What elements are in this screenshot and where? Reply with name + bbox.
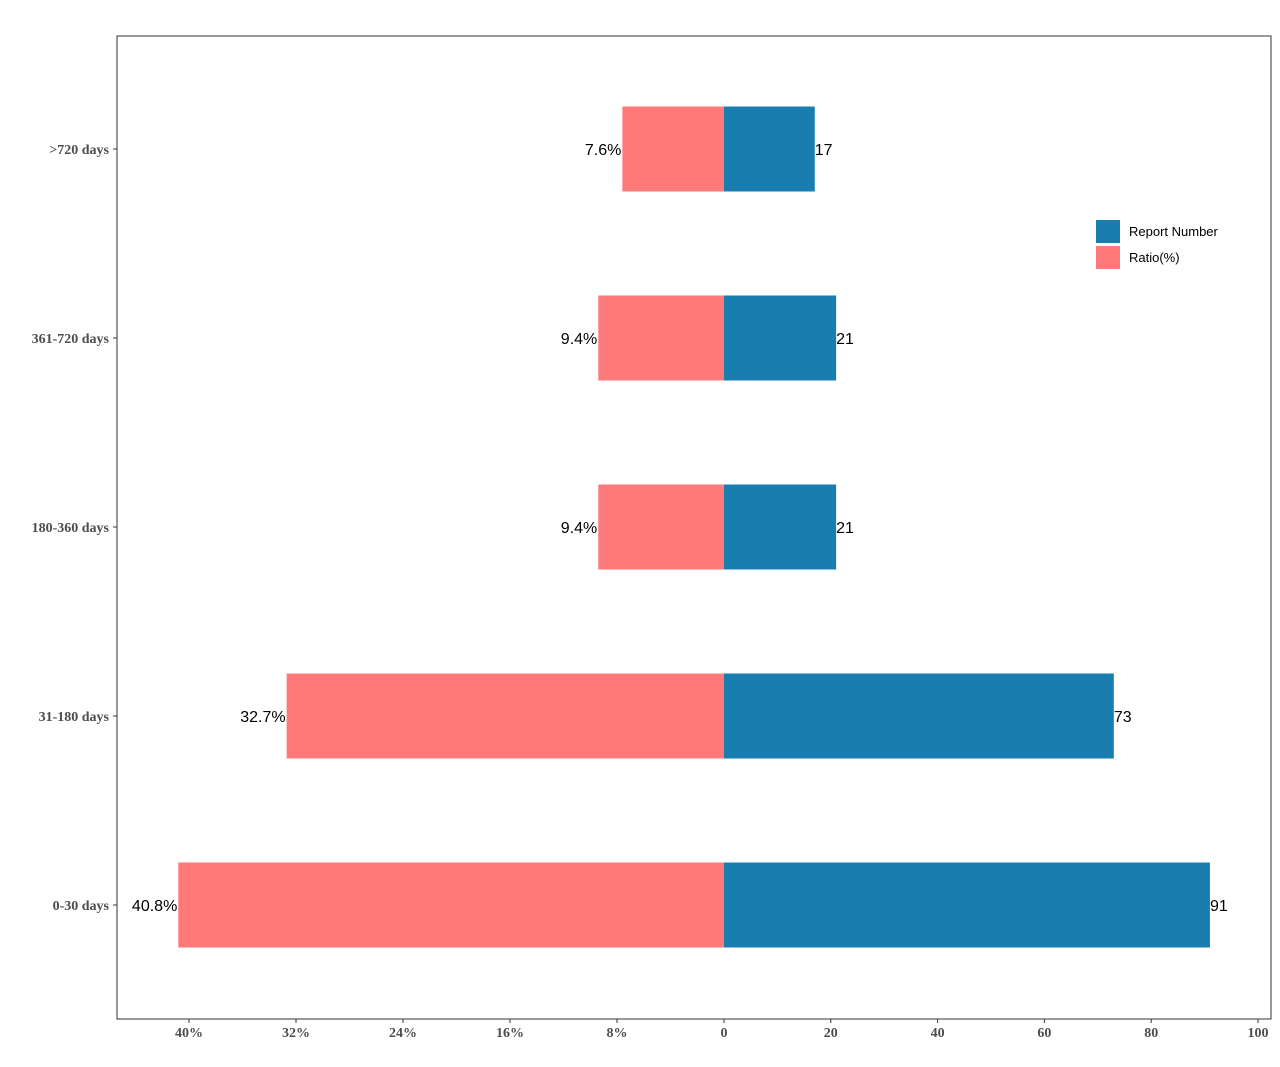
x-tick-label-left: 24% (389, 1026, 417, 1041)
bar-report-number (724, 295, 837, 381)
bar-ratio (598, 484, 724, 570)
x-tick-label-right: 40 (931, 1026, 945, 1041)
x-tick-label-left: 16% (496, 1026, 524, 1041)
data-label-ratio: 9.4% (561, 520, 597, 537)
bar-report-number (724, 673, 1114, 759)
data-label-report-number: 73 (1114, 709, 1132, 726)
y-tick-label: 0-30 days (53, 899, 110, 914)
data-labels-layer: 7.6% 17 9.4% 21 9.4% 21 32.7% 73 40.8% 91 (132, 142, 1228, 915)
bar-ratio (286, 673, 724, 759)
bar-report-number (724, 862, 1210, 948)
x-tick-label-right: 0 (721, 1026, 728, 1041)
x-tick-label-left: 32% (282, 1026, 310, 1041)
data-label-report-number: 17 (815, 142, 833, 159)
x-tick-label-left: 8% (607, 1026, 628, 1041)
data-label-report-number: 21 (836, 331, 854, 348)
legend-key (1096, 246, 1120, 269)
data-label-report-number: 91 (1210, 898, 1228, 915)
x-tick-label-right: 60 (1037, 1026, 1051, 1041)
y-axis: >720 days 361-720 days 180-360 days 31-180 … (32, 143, 117, 914)
data-label-ratio: 32.7% (240, 709, 285, 726)
data-label-ratio: 7.6% (585, 142, 621, 159)
bar-ratio (622, 106, 724, 192)
bars-layer (178, 106, 1210, 948)
legend: Report Number Ratio(%) (1096, 220, 1219, 269)
x-tick-label-right: 100 (1248, 1026, 1269, 1041)
data-label-report-number: 21 (836, 520, 854, 537)
x-tick-label-left: 40% (175, 1026, 203, 1041)
bar-ratio (178, 862, 725, 948)
data-label-ratio: 9.4% (561, 331, 597, 348)
x-tick-label-right: 80 (1144, 1026, 1158, 1041)
x-tick-label-right: 20 (824, 1026, 838, 1041)
y-tick-label: 180-360 days (32, 521, 110, 536)
bar-report-number (724, 106, 815, 192)
x-axis: 40% 32% 24% 16% 8% 0 20 40 60 80 100 (175, 1019, 1269, 1041)
legend-label: Report Number (1129, 224, 1219, 239)
y-tick-label: 31-180 days (39, 710, 110, 725)
y-tick-label: >720 days (49, 143, 109, 158)
bar-ratio (598, 295, 724, 381)
y-tick-label: 361-720 days (32, 332, 110, 347)
legend-label: Ratio(%) (1129, 250, 1180, 265)
bar-report-number (724, 484, 837, 570)
legend-key (1096, 220, 1120, 243)
data-label-ratio: 40.8% (132, 898, 177, 915)
